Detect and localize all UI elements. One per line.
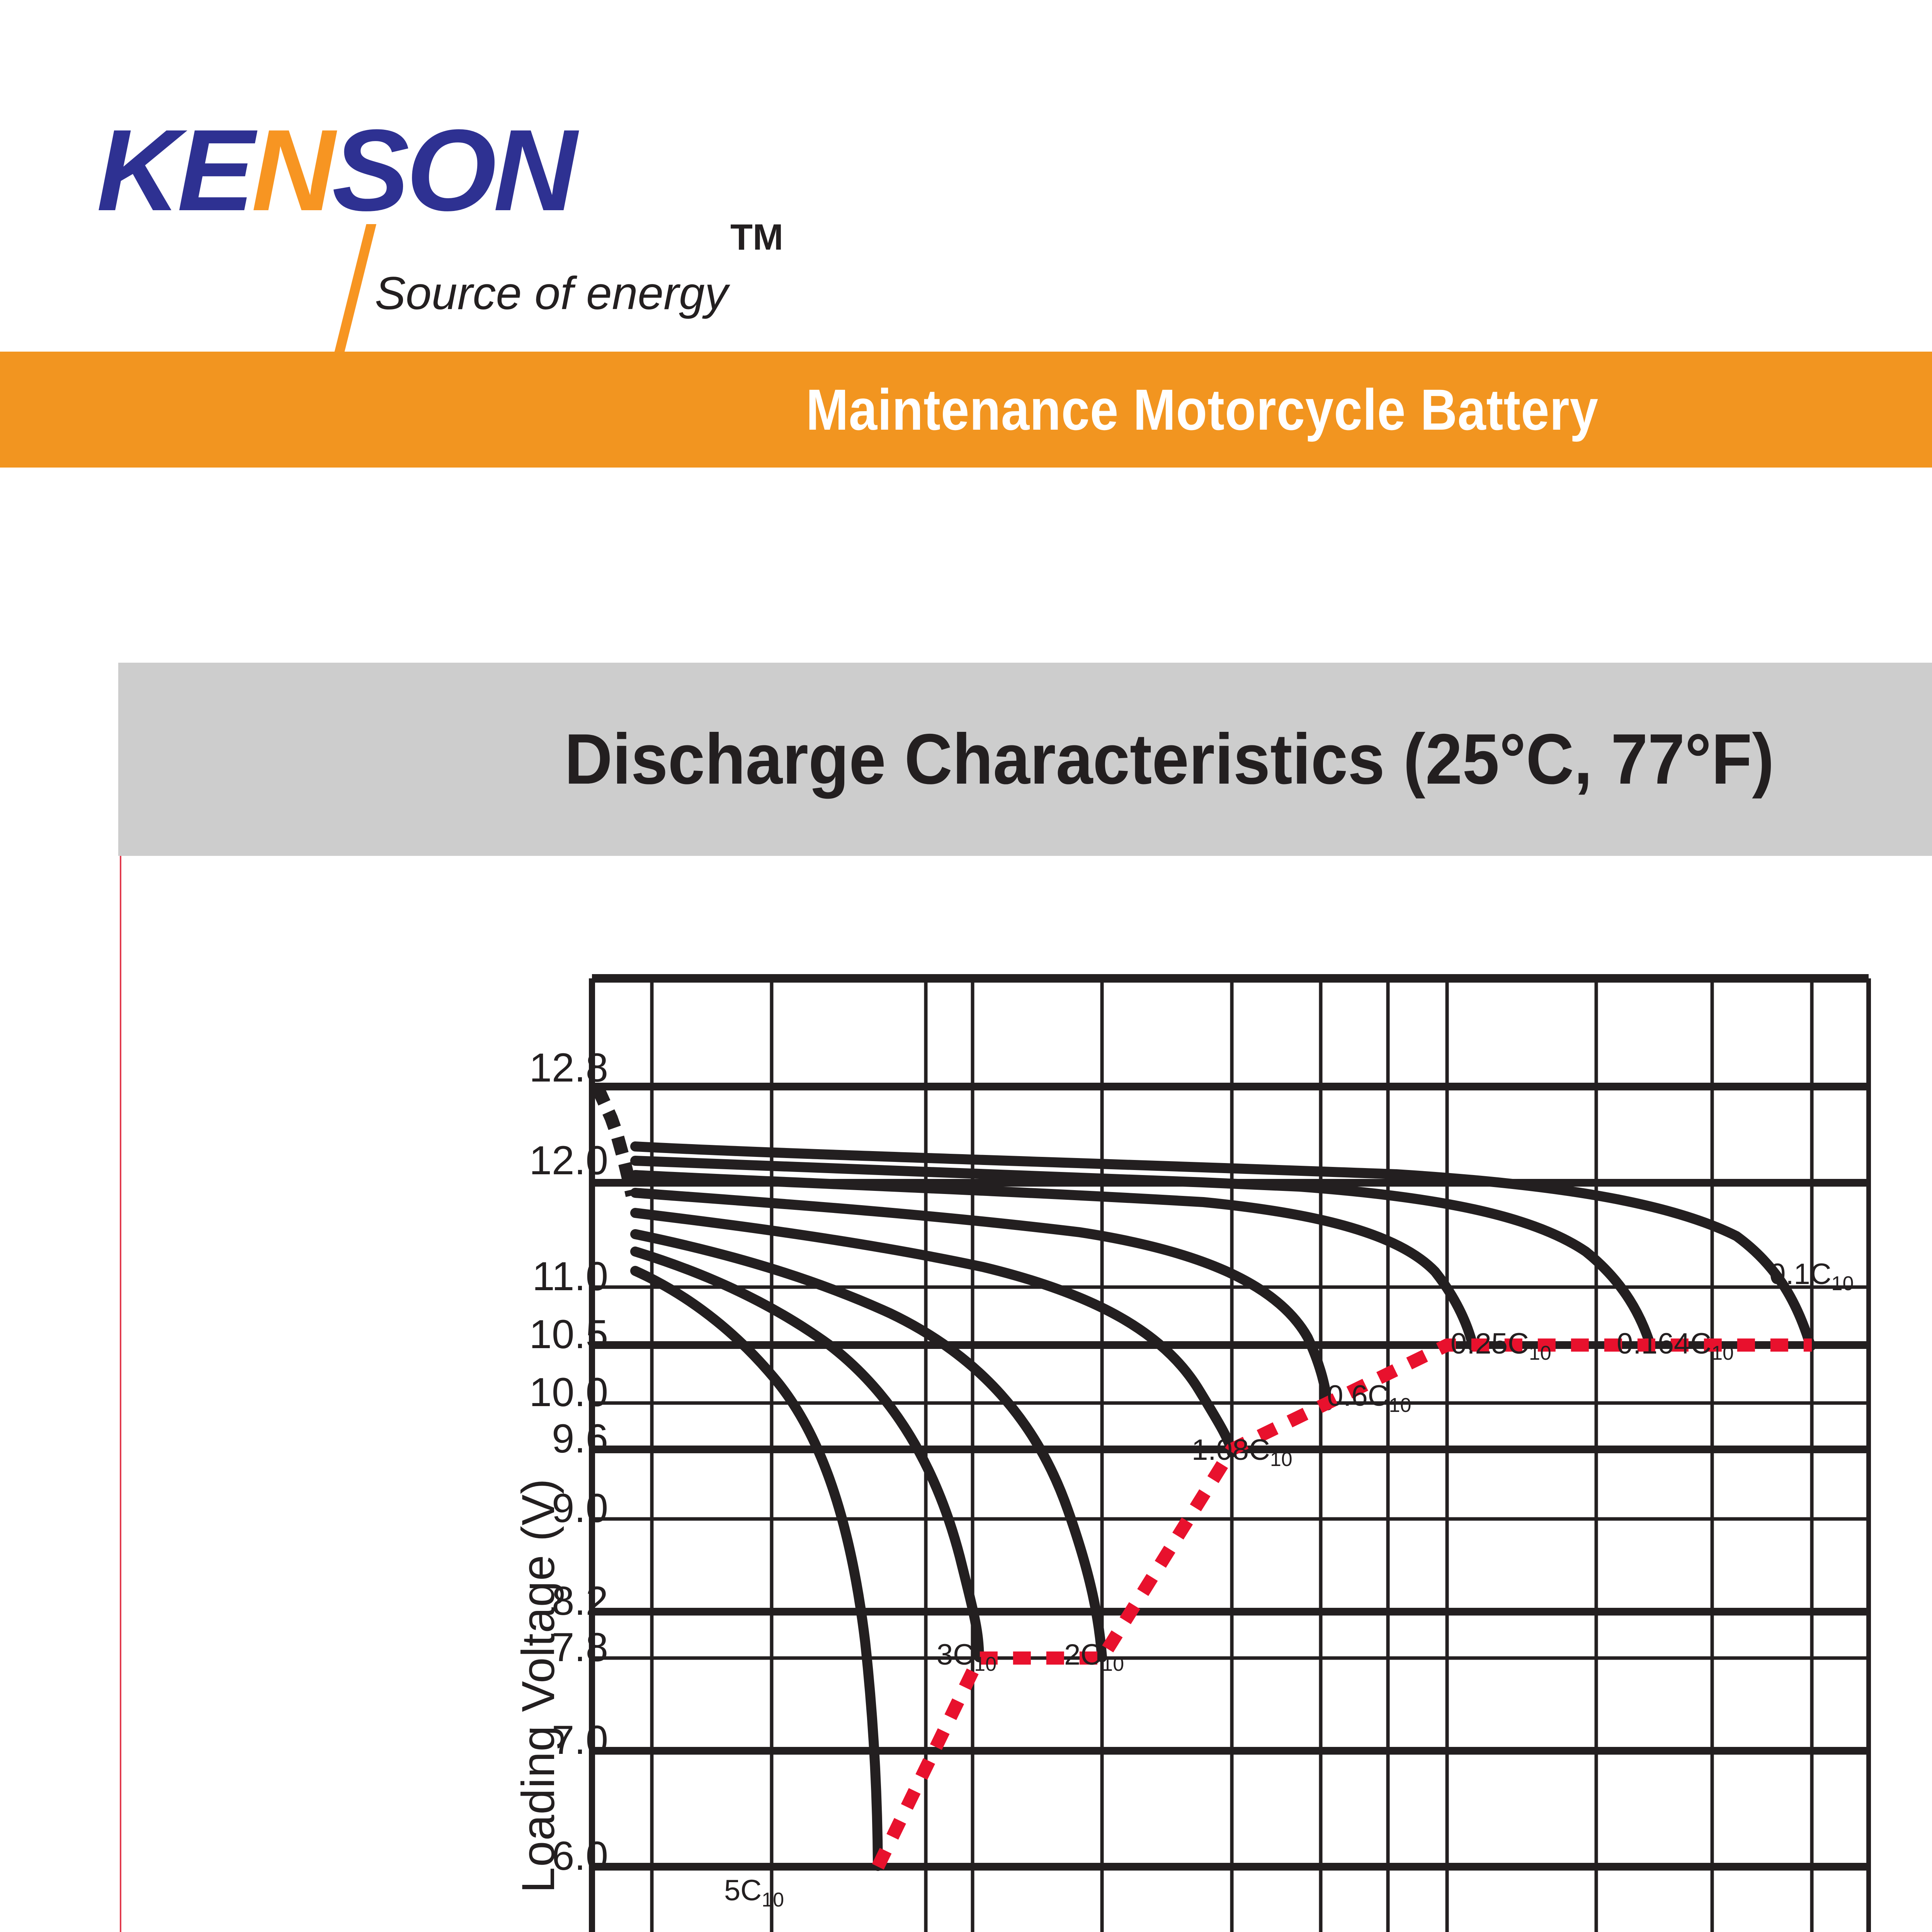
y-tick-7-0: 7.0	[552, 1718, 608, 1763]
y-tick-12-8: 12.8	[529, 1045, 608, 1090]
curve-label-0-25C10: 0.25C10	[1451, 1327, 1551, 1365]
logo-tagline: Source of energy	[375, 267, 728, 319]
discharge-curves	[630, 1141, 1816, 1871]
curve-0-6C10	[630, 1188, 1333, 1410]
cutoff-envelope	[872, 1338, 1812, 1870]
chart-heading-banner: Discharge Characteristics (25°C, 77°F)	[118, 663, 1932, 856]
y-tick-10-5: 10.5	[529, 1312, 608, 1357]
curve-3C10	[630, 1247, 984, 1662]
initial-voltage-drop-dash	[591, 1085, 639, 1197]
curve-label-2C10: 2C10	[1064, 1638, 1124, 1676]
curve-label-1-08C10: 1.08C10	[1192, 1434, 1293, 1471]
curve-label-5C10: 5C10	[724, 1874, 784, 1912]
curve-label-0-164C10: 0.164C10	[1617, 1327, 1734, 1365]
y-tick-11-0: 11.0	[532, 1254, 608, 1299]
plot-canvas	[589, 974, 1871, 1932]
curve-5C10	[630, 1266, 883, 1871]
curve-label-3C10: 3C10	[937, 1638, 997, 1676]
logo-text-ke: KE	[97, 105, 255, 235]
curve-label-0-6C10: 0.6C10	[1327, 1379, 1412, 1417]
curve-1-08C10	[630, 1208, 1237, 1458]
discharge-chart: Loading Voltage (V) 12.8 12.0 11.0 10.5 …	[121, 664, 1932, 1932]
chart-card: Loading Voltage (V) 12.8 12.0 11.0 10.5 …	[120, 663, 1932, 1932]
logo-text-son: SON	[332, 105, 577, 235]
y-axis-title: Loading Voltage (V)	[512, 1478, 564, 1893]
curve-0-164C10	[630, 1156, 1656, 1351]
grid-vertical-lines	[650, 978, 1814, 1932]
chart-heading: Discharge Characteristics (25°C, 77°F)	[564, 719, 1774, 799]
curve-0-25C10	[630, 1170, 1478, 1351]
page-title-bar: Maintenance Motorcycle Battery	[0, 352, 1932, 468]
curve-2C10	[630, 1229, 1107, 1662]
y-tick-6-0: 6.0	[552, 1833, 608, 1879]
y-tick-10-0: 10.0	[529, 1370, 608, 1415]
logo-wordmark: KENSON	[97, 112, 792, 228]
trademark-symbol: TM	[730, 217, 784, 258]
y-tick-7-8: 7.8	[552, 1625, 608, 1670]
curve-0-1C10	[630, 1141, 1816, 1351]
y-tick-12-0: 12.0	[529, 1138, 608, 1183]
y-tick-9-6: 9.6	[552, 1416, 608, 1461]
y-tick-8-2: 8.2	[552, 1578, 608, 1624]
brand-logo: KENSON TM Source of energy	[97, 112, 792, 357]
y-tick-9-0: 9.0	[552, 1486, 608, 1531]
logo-slash-accent	[333, 224, 377, 357]
curve-label-0-1C10: 0.1C10	[1769, 1258, 1854, 1295]
page-title: Maintenance Motorcycle Battery	[806, 377, 1599, 442]
logo-text-n: N	[251, 105, 335, 235]
